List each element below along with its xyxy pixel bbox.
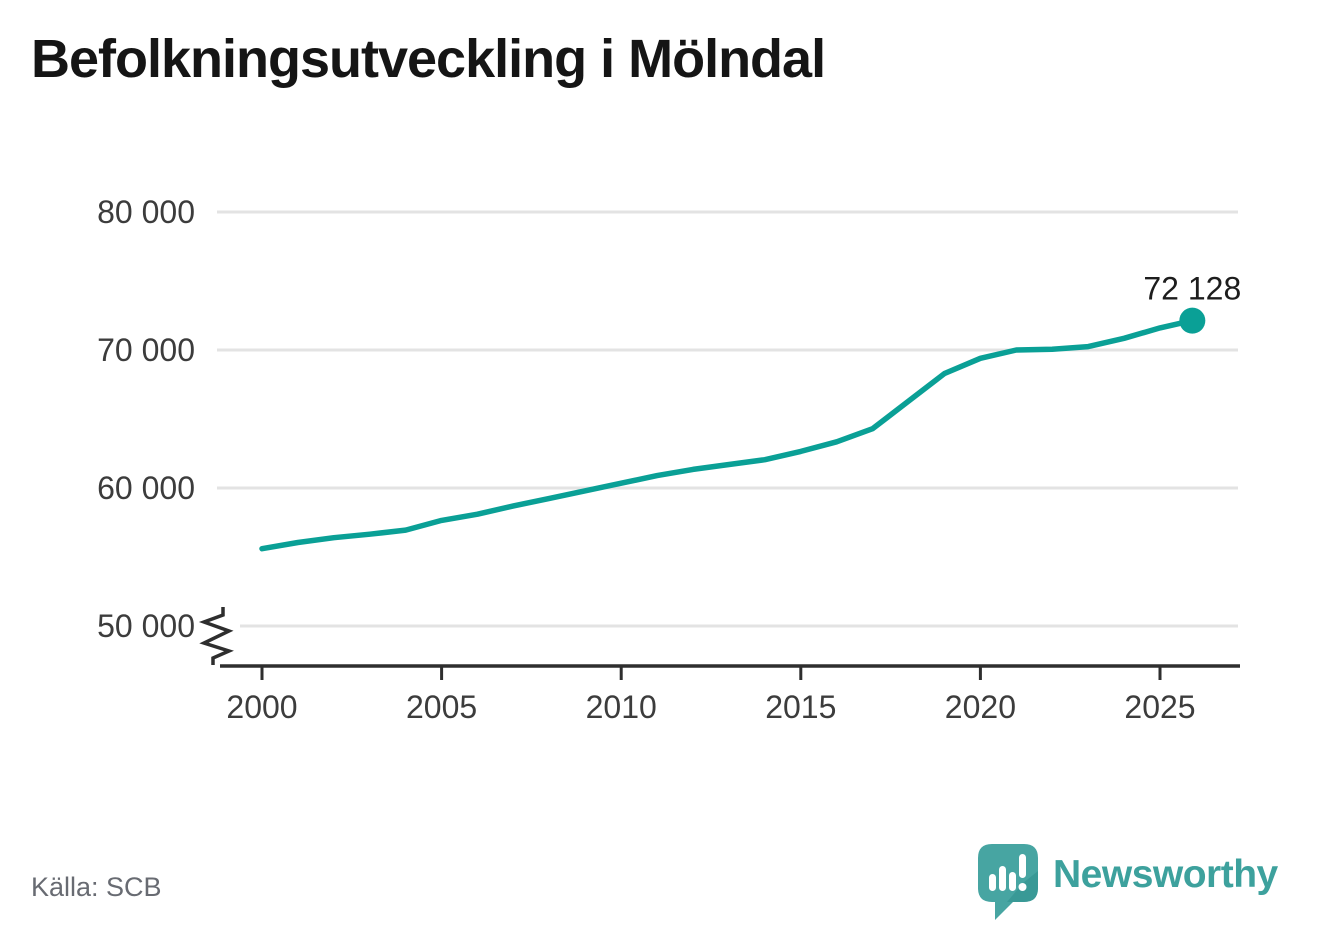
source-label: Källa: SCB (31, 872, 162, 902)
logo-bar-1 (989, 874, 996, 891)
y-tick-label: 50 000 (97, 608, 195, 644)
chart-title: Befolkningsutveckling i Mölndal (31, 29, 826, 89)
brand-wordmark: Newsworthy (1053, 853, 1278, 896)
x-tick-label: 2025 (1124, 689, 1195, 725)
latest-point-marker (1179, 307, 1206, 334)
latest-value-label: 72 128 (1143, 271, 1241, 307)
logo-exclamation-bar (1019, 854, 1026, 878)
newsworthy-logo: Newsworthy (977, 843, 1278, 921)
logo-bar-3 (1009, 872, 1016, 891)
x-tick-label: 2000 (226, 689, 297, 725)
x-tick-label: 2020 (945, 689, 1016, 725)
y-tick-label: 60 000 (97, 470, 195, 506)
y-tick-label: 70 000 (97, 332, 195, 368)
x-tick-label: 2015 (765, 689, 836, 725)
logo-bar-2 (999, 866, 1006, 891)
population-line (259, 317, 1196, 552)
x-tick-label: 2010 (586, 689, 657, 725)
axis-break-icon (198, 607, 234, 665)
logo-exclamation-dot (1018, 883, 1027, 891)
y-tick-label: 80 000 (97, 194, 195, 230)
x-tick-label: 2005 (406, 689, 477, 725)
newsworthy-logo-icon (978, 844, 1038, 920)
